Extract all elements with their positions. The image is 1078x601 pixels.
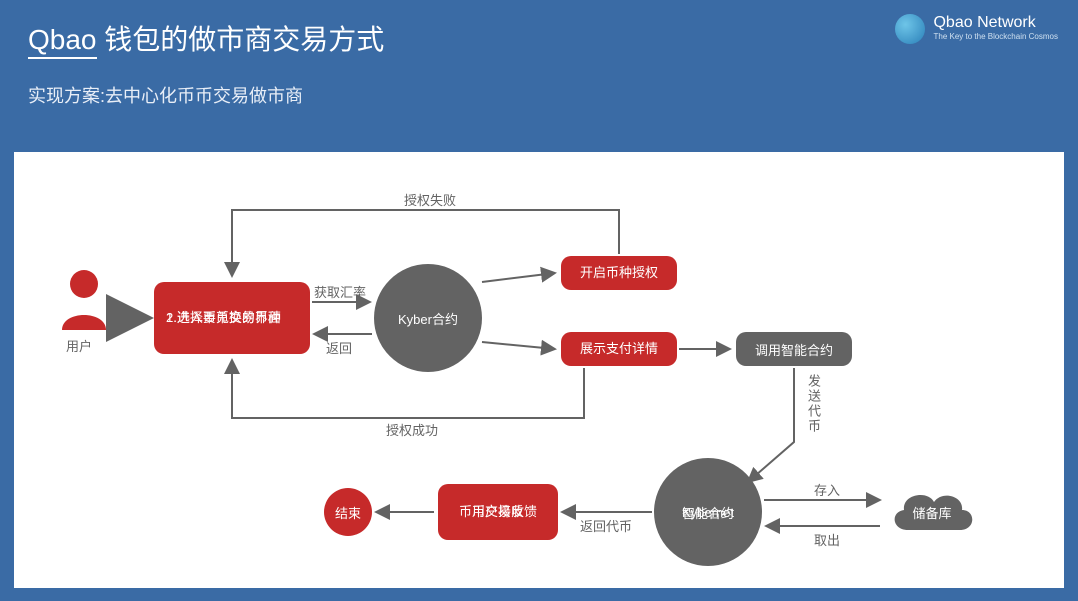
kybernet-line2: 智能合约	[682, 503, 734, 522]
title-rest: 钱包的做市商交易方式	[97, 24, 385, 55]
logo-text: Qbao Network The Key to the Blockchain C…	[933, 15, 1058, 42]
label-get-rate: 获取汇率	[314, 282, 366, 301]
label-deposit: 存入	[814, 480, 840, 499]
user-label: 用户	[66, 336, 92, 355]
node-user-feedback: 用户接收 币币交易反馈	[438, 484, 558, 540]
node-call-smartcontract: 调用智能合约	[736, 332, 852, 366]
kyber-label: Kyber合约	[398, 309, 458, 328]
logo-tagline: The Key to the Blockchain Cosmos	[933, 31, 1058, 42]
label-send-token: 发送代币	[804, 374, 823, 434]
node-kybernet-contract: Kybernet 智能合约	[654, 458, 762, 566]
pay-detail-label: 展示支付详情	[580, 339, 658, 359]
node-reserve: 储备库	[884, 480, 980, 544]
node-end: 结束	[324, 488, 372, 536]
node-kyber-contract: Kyber合约	[374, 264, 482, 372]
node-open-auth: 开启币种授权	[561, 256, 677, 290]
label-auth-fail: 授权失败	[404, 190, 456, 209]
label-withdraw: 取出	[814, 530, 840, 549]
brand-text: Qbao	[28, 24, 97, 59]
auth-open-label: 开启币种授权	[580, 263, 658, 283]
label-return: 返回	[326, 338, 352, 357]
label-auth-ok: 授权成功	[386, 420, 438, 439]
slide-header: Qbao 钱包的做市商交易方式 实现方案:去中心化币币交易做市商 Qbao Ne…	[0, 0, 1078, 116]
feedback-line2: 币币交易反馈	[459, 502, 537, 522]
node-enter-exchange: 1.进入币币交易界面 2.选择要兑换的币种	[154, 282, 310, 354]
diagram-canvas: 用户 1.进入币币交易界面 2.选择要兑换的币种 Kyber合约 开启币种授权 …	[14, 152, 1064, 588]
logo-name: Qbao Network	[933, 15, 1058, 31]
end-label: 结束	[335, 503, 361, 522]
reserve-label: 储备库	[912, 503, 951, 522]
node-show-payment: 展示支付详情	[561, 332, 677, 366]
step1-line2: 2.选择要兑换的币种	[166, 308, 281, 328]
logo-icon	[895, 14, 925, 44]
label-return-token: 返回代币	[580, 516, 632, 535]
slide-subtitle: 实现方案:去中心化币币交易做市商	[28, 82, 1050, 108]
call-sc-label: 调用智能合约	[755, 340, 833, 359]
logo: Qbao Network The Key to the Blockchain C…	[895, 14, 1058, 44]
